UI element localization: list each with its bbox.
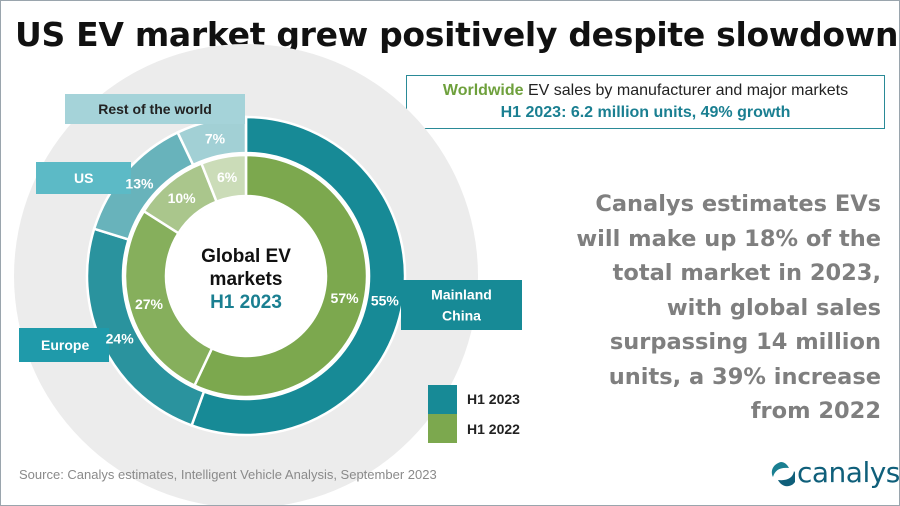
outer-label-rest-of-the-world: 7% <box>205 130 226 146</box>
info-line-1: Worldwide EV sales by manufacturer and m… <box>407 80 884 102</box>
region-tag-rest-of-the-world <box>65 94 245 124</box>
info-highlight-period: H1 2023 <box>500 104 562 121</box>
legend-swatch-h1-2022 <box>428 414 457 443</box>
info-line-2: H1 2023: 6.2 million units, 49% growth <box>407 102 884 124</box>
legend-swatch-h1-2023 <box>428 385 457 414</box>
canalys-logo-icon <box>771 462 795 487</box>
center-label-line2: markets <box>210 269 283 290</box>
inner-ring-h1-2022 <box>123 153 369 399</box>
inner-label-europe: 27% <box>135 296 164 312</box>
inner-label-us: 10% <box>168 190 197 206</box>
source-text: Source: Canalys estimates, Intelligent V… <box>19 467 437 482</box>
region-tag-label-mainland-china-0: Mainland <box>431 287 492 303</box>
percent-labels: 55% 24% 13% 7% 57% 27% 10% 6% <box>106 130 400 346</box>
outer-label-mainland-china: 55% <box>371 292 400 308</box>
outer-ring-h1-2023 <box>85 115 407 437</box>
logo-text: canalys <box>797 456 900 489</box>
inner-slice-mainland-china <box>192 153 369 399</box>
region-tag-mainland-china <box>401 280 522 330</box>
inner-label-rest-of-the-world: 6% <box>217 169 238 185</box>
region-tag-label-us: US <box>74 170 93 186</box>
info-text-1: EV sales by manufacturer and major marke… <box>523 82 849 99</box>
page-title: US EV market grew positively despite slo… <box>15 15 899 54</box>
center-disc <box>167 197 325 355</box>
region-tag-us <box>36 162 131 194</box>
legend-label-h1-2023: H1 2023 <box>467 391 520 407</box>
region-tag-label-rest-of-the-world: Rest of the world <box>98 101 212 117</box>
note-text: Canalys estimates EVs will make up 18% o… <box>576 191 881 424</box>
outer-label-us: 13% <box>125 176 154 192</box>
region-tag-label-mainland-china-1: China <box>442 308 481 324</box>
inner-label-mainland-china: 57% <box>331 290 360 306</box>
center-label-line3: H1 2023 <box>210 292 282 313</box>
inner-slice-rest-of-the-world <box>199 153 248 204</box>
info-box: Worldwide EV sales by manufacturer and m… <box>406 75 885 129</box>
info-text-2: : 6.2 million units, 49% growth <box>561 104 791 121</box>
region-tags: Rest of the world US Europe Mainland China <box>19 94 522 362</box>
region-tag-europe <box>19 328 109 362</box>
outer-slice-rest-of-the-world <box>175 115 248 167</box>
region-tag-label-europe: Europe <box>41 337 89 353</box>
info-highlight-worldwide: Worldwide <box>442 82 524 99</box>
outer-label-europe: 24% <box>106 331 135 347</box>
outer-slice-mainland-china <box>190 115 407 437</box>
center-label-line1: Global EV <box>201 246 291 267</box>
legend-label-h1-2022: H1 2022 <box>467 421 520 437</box>
